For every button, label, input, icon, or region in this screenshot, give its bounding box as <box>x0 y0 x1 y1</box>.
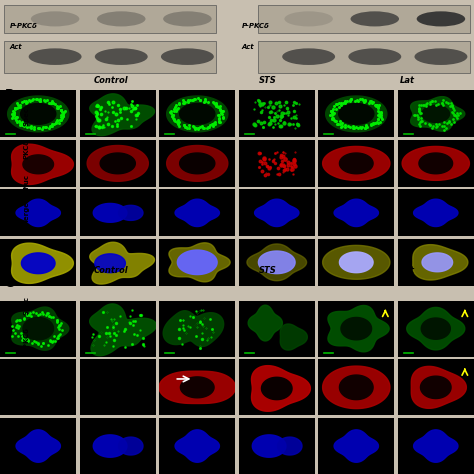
Polygon shape <box>169 243 230 282</box>
Polygon shape <box>277 437 302 455</box>
Polygon shape <box>23 155 54 174</box>
Polygon shape <box>21 253 55 273</box>
Text: Lat: Lat <box>400 266 415 275</box>
Polygon shape <box>167 146 228 181</box>
Polygon shape <box>323 366 390 409</box>
Text: Act: Act <box>9 45 22 50</box>
Text: PKCδ: PKCδ <box>23 139 29 159</box>
Polygon shape <box>163 311 224 346</box>
Polygon shape <box>8 96 69 132</box>
Polygon shape <box>248 305 283 341</box>
Polygon shape <box>16 199 60 227</box>
Polygon shape <box>339 153 373 174</box>
Polygon shape <box>159 371 236 403</box>
Ellipse shape <box>414 48 467 65</box>
Text: STS: STS <box>259 76 277 85</box>
Polygon shape <box>258 251 295 273</box>
Polygon shape <box>93 435 127 457</box>
Polygon shape <box>16 430 60 462</box>
Polygon shape <box>175 199 219 227</box>
Ellipse shape <box>28 48 82 65</box>
Text: P-PKCδ: P-PKCδ <box>9 23 37 29</box>
Text: Spec: Spec <box>23 107 29 126</box>
FancyBboxPatch shape <box>4 41 216 73</box>
Polygon shape <box>328 305 389 352</box>
Ellipse shape <box>163 11 212 27</box>
Ellipse shape <box>348 48 401 65</box>
Polygon shape <box>341 318 372 340</box>
Polygon shape <box>414 430 458 462</box>
Ellipse shape <box>97 11 146 27</box>
Polygon shape <box>339 103 374 124</box>
Polygon shape <box>11 243 73 283</box>
Polygon shape <box>339 375 373 400</box>
Ellipse shape <box>351 11 399 27</box>
Ellipse shape <box>284 11 333 27</box>
Polygon shape <box>95 254 126 273</box>
Text: Nuc: Nuc <box>23 369 29 384</box>
Polygon shape <box>118 437 143 455</box>
Polygon shape <box>339 252 373 273</box>
Polygon shape <box>420 376 451 399</box>
Polygon shape <box>326 96 387 132</box>
FancyBboxPatch shape <box>4 5 216 33</box>
Polygon shape <box>90 94 155 136</box>
Ellipse shape <box>417 11 465 27</box>
Polygon shape <box>90 304 156 356</box>
Polygon shape <box>419 153 453 174</box>
Polygon shape <box>422 253 453 272</box>
Polygon shape <box>21 103 56 124</box>
Text: P-PKCδ: P-PKCδ <box>23 328 29 355</box>
FancyBboxPatch shape <box>258 41 470 73</box>
Text: STS: STS <box>259 266 277 275</box>
Polygon shape <box>87 146 148 181</box>
Polygon shape <box>177 250 217 274</box>
Polygon shape <box>407 308 465 350</box>
Polygon shape <box>422 105 449 122</box>
Polygon shape <box>175 430 219 462</box>
Polygon shape <box>180 103 215 124</box>
Text: Spec: Spec <box>23 296 29 315</box>
Polygon shape <box>334 199 378 227</box>
Text: Act: Act <box>242 45 255 50</box>
Text: Control: Control <box>94 266 129 275</box>
Polygon shape <box>12 307 69 350</box>
Polygon shape <box>181 377 214 398</box>
Polygon shape <box>414 199 458 227</box>
Ellipse shape <box>95 48 148 65</box>
Polygon shape <box>413 245 468 280</box>
Ellipse shape <box>282 48 335 65</box>
Text: Control: Control <box>94 76 129 85</box>
Polygon shape <box>323 146 390 180</box>
Polygon shape <box>93 203 127 222</box>
Polygon shape <box>421 318 450 339</box>
Polygon shape <box>255 199 299 227</box>
Polygon shape <box>11 144 73 184</box>
Text: Merge: Merge <box>23 201 29 226</box>
Polygon shape <box>167 96 228 132</box>
Polygon shape <box>402 146 469 180</box>
Text: B: B <box>5 88 14 100</box>
Polygon shape <box>180 153 215 174</box>
Polygon shape <box>252 365 310 411</box>
Polygon shape <box>334 430 378 462</box>
Text: Lat: Lat <box>400 76 415 85</box>
Text: C: C <box>5 277 14 290</box>
Ellipse shape <box>161 48 214 65</box>
Polygon shape <box>247 244 307 281</box>
Polygon shape <box>23 318 54 340</box>
Polygon shape <box>90 242 155 284</box>
Polygon shape <box>262 377 292 400</box>
Polygon shape <box>252 435 286 457</box>
Polygon shape <box>411 366 466 408</box>
Polygon shape <box>100 153 135 174</box>
Polygon shape <box>323 246 390 279</box>
Polygon shape <box>280 324 307 350</box>
Ellipse shape <box>31 11 79 27</box>
Polygon shape <box>410 97 465 131</box>
FancyBboxPatch shape <box>258 5 470 33</box>
Text: P-PKCδ: P-PKCδ <box>242 23 270 29</box>
Text: Nuc: Nuc <box>23 174 29 189</box>
Polygon shape <box>118 205 143 220</box>
